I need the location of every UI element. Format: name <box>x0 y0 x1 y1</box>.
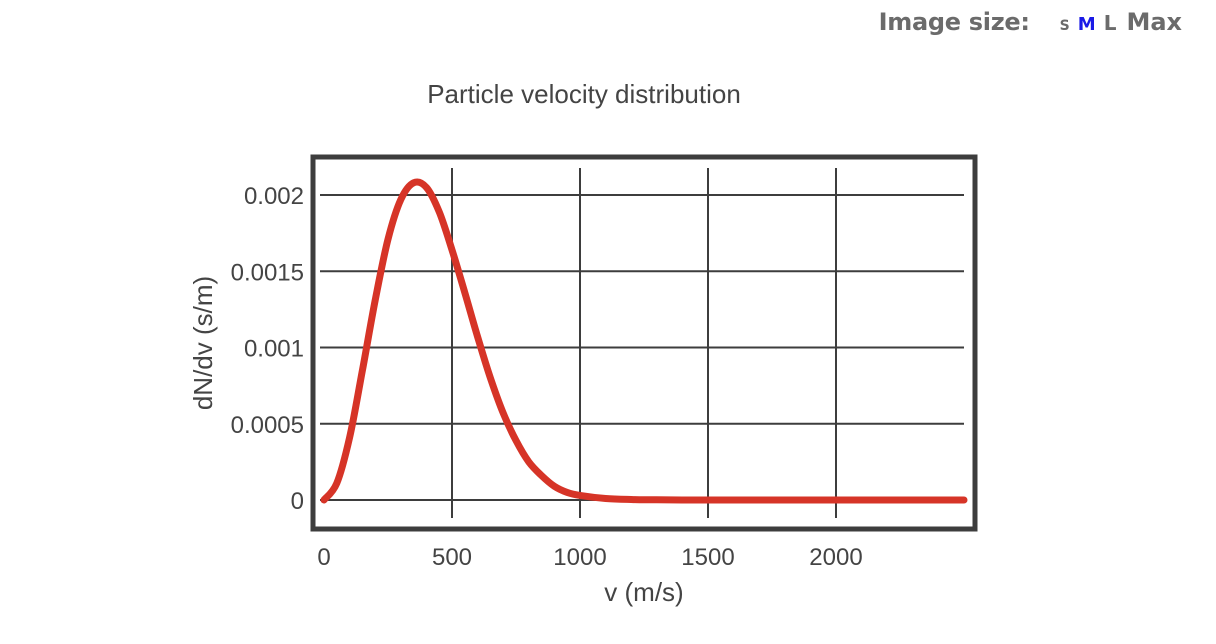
x-tick-label: 500 <box>432 544 472 571</box>
size-option-medium[interactable]: M <box>1077 14 1096 35</box>
y-tick-label: 0.002 <box>244 183 304 210</box>
chart-title: Particle velocity distribution <box>427 79 741 109</box>
plot-frame <box>310 154 978 532</box>
image-size-selector: Image size: S M L Max <box>879 8 1182 36</box>
grid-lines <box>320 168 964 518</box>
x-tick-label: 1500 <box>681 544 734 571</box>
y-tick-label: 0 <box>291 488 304 515</box>
y-tick-label: 0.001 <box>244 336 304 363</box>
distribution-curve <box>320 178 968 504</box>
tick-labels: 0 500 1000 1500 2000 0 0.0005 0.001 0.0015 0.002 <box>231 183 863 571</box>
y-tick-label: 0.0015 <box>231 259 304 286</box>
x-tick-label: 2000 <box>809 544 862 571</box>
size-option-large[interactable]: L <box>1103 11 1117 35</box>
y-tick-label: 0.0005 <box>231 412 304 439</box>
y-axis-label: dN/dv (s/m) <box>188 276 218 410</box>
x-tick-label: 1000 <box>553 544 606 571</box>
size-option-max[interactable]: Max <box>1126 8 1182 36</box>
size-option-small[interactable]: S <box>1059 18 1070 34</box>
x-axis-label: v (m/s) <box>604 577 683 607</box>
x-tick-label: 0 <box>317 544 330 571</box>
image-size-label: Image size: <box>878 8 1030 36</box>
